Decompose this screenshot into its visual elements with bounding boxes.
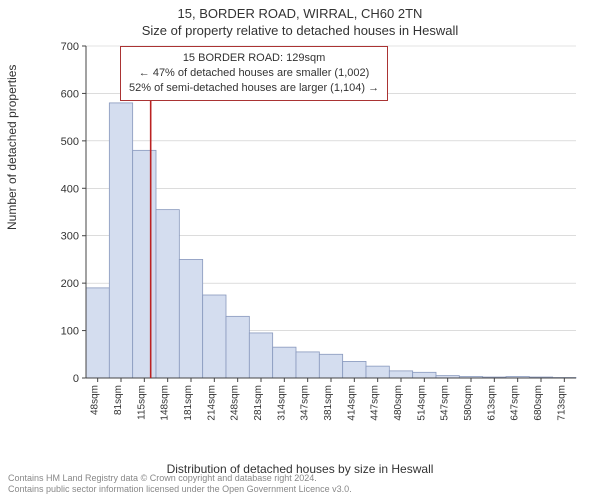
callout-line3: 52% of semi-detached houses are larger (… (129, 81, 379, 96)
page-subtitle: Size of property relative to detached ho… (0, 21, 600, 38)
page-title: 15, BORDER ROAD, WIRRAL, CH60 2TN (0, 0, 600, 21)
svg-text:148sqm: 148sqm (160, 385, 171, 421)
footer-credits: Contains HM Land Registry data © Crown c… (8, 473, 352, 496)
svg-text:647sqm: 647sqm (510, 385, 521, 421)
callout-box: 15 BORDER ROAD: 129sqm ← 47% of detached… (120, 46, 388, 101)
svg-text:547sqm: 547sqm (440, 385, 451, 421)
svg-text:514sqm: 514sqm (416, 385, 427, 421)
svg-text:181sqm: 181sqm (183, 385, 194, 421)
svg-text:613sqm: 613sqm (486, 385, 497, 421)
svg-text:580sqm: 580sqm (463, 385, 474, 421)
footer-line1: Contains HM Land Registry data © Crown c… (8, 473, 352, 485)
footer-line2: Contains public sector information licen… (8, 484, 352, 496)
svg-text:500: 500 (61, 136, 79, 148)
svg-text:115sqm: 115sqm (136, 385, 147, 420)
svg-text:414sqm: 414sqm (346, 385, 357, 421)
svg-text:680sqm: 680sqm (533, 385, 544, 421)
svg-text:347sqm: 347sqm (300, 385, 311, 421)
svg-text:81sqm: 81sqm (113, 385, 124, 415)
svg-text:248sqm: 248sqm (230, 385, 241, 421)
svg-text:48sqm: 48sqm (90, 385, 101, 415)
svg-text:400: 400 (61, 183, 79, 195)
svg-text:480sqm: 480sqm (393, 385, 404, 421)
svg-text:281sqm: 281sqm (253, 385, 264, 421)
svg-text:0: 0 (73, 373, 79, 385)
svg-text:447sqm: 447sqm (370, 385, 381, 421)
svg-text:300: 300 (61, 231, 79, 243)
callout-line1: 15 BORDER ROAD: 129sqm (129, 51, 379, 66)
svg-text:214sqm: 214sqm (206, 385, 217, 421)
svg-text:100: 100 (61, 326, 79, 338)
svg-text:200: 200 (61, 278, 79, 290)
svg-text:600: 600 (61, 88, 79, 100)
svg-text:314sqm: 314sqm (276, 385, 287, 421)
callout-line2: ← 47% of detached houses are smaller (1,… (129, 66, 379, 81)
svg-text:381sqm: 381sqm (323, 385, 334, 421)
svg-text:713sqm: 713sqm (556, 385, 567, 421)
svg-text:700: 700 (61, 42, 79, 53)
y-axis-label: Number of detached properties (5, 65, 19, 230)
